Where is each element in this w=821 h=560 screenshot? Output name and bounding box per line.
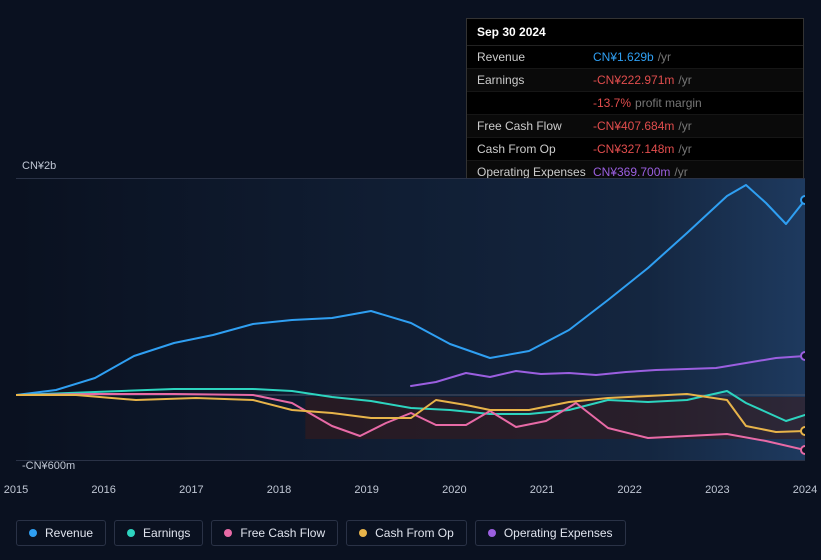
legend-label: Operating Expenses [504,526,613,540]
tooltip-row: Free Cash Flow-CN¥407.684m/yr [467,115,803,138]
tooltip-row-value: -CN¥407.684m [593,119,674,133]
tooltip-row-unit: /yr [674,165,687,179]
legend-label: Cash From Op [375,526,454,540]
tooltip-row: Earnings-CN¥222.971m/yr [467,69,803,92]
legend-dot-icon [224,529,232,537]
tooltip-row-label: Earnings [477,73,593,87]
tooltip-row-unit: /yr [678,119,691,133]
legend-item[interactable]: Revenue [16,520,106,546]
tooltip-row-label [477,96,593,110]
tooltip-row-unit: /yr [678,142,691,156]
tooltip-row-value: -CN¥327.148m [593,142,674,156]
tooltip-row-unit: profit margin [635,96,702,110]
tooltip-row-value: CN¥369.700m [593,165,670,179]
x-axis-label: 2022 [617,484,641,496]
legend-item[interactable]: Cash From Op [346,520,467,546]
x-axis-label: 2015 [4,484,28,496]
y-label-bottom: -CN¥600m [22,460,75,472]
y-label-top: CN¥2b [22,160,56,172]
legend-item[interactable]: Free Cash Flow [211,520,338,546]
tooltip-row-value: CN¥1.629b [593,50,654,64]
x-axis-label: 2017 [179,484,203,496]
legend-dot-icon [488,529,496,537]
legend: Revenue Earnings Free Cash Flow Cash From O… [16,520,626,546]
tooltip-card: Sep 30 2024 RevenueCN¥1.629b/yrEarnings-… [466,18,804,185]
tooltip-row-label: Revenue [477,50,593,64]
x-axis-label: 2024 [793,484,817,496]
chart-plot-area[interactable] [16,178,805,461]
tooltip-date: Sep 30 2024 [467,19,803,46]
tooltip-row-value: -13.7% [593,96,631,110]
legend-label: Earnings [143,526,190,540]
legend-dot-icon [359,529,367,537]
legend-dot-icon [29,529,37,537]
tooltip-row: RevenueCN¥1.629b/yr [467,46,803,69]
legend-dot-icon [127,529,135,537]
tooltip-row: Cash From Op-CN¥327.148m/yr [467,138,803,161]
tooltip-row-value: -CN¥222.971m [593,73,674,87]
tooltip-row: -13.7% profit margin [467,92,803,115]
tooltip-row-unit: /yr [658,50,671,64]
x-axis-label: 2016 [91,484,115,496]
x-axis-label: 2020 [442,484,466,496]
x-axis-label: 2018 [267,484,291,496]
legend-item[interactable]: Earnings [114,520,203,546]
tooltip-row-label: Operating Expenses [477,165,593,179]
x-axis-label: 2019 [354,484,378,496]
legend-label: Free Cash Flow [240,526,325,540]
x-axis: 2015201620172018201920202021202220232024 [16,484,805,500]
legend-item[interactable]: Operating Expenses [475,520,626,546]
x-axis-label: 2021 [530,484,554,496]
tooltip-row-unit: /yr [678,73,691,87]
tooltip-row-label: Cash From Op [477,142,593,156]
legend-label: Revenue [45,526,93,540]
tooltip-row-label: Free Cash Flow [477,119,593,133]
x-axis-label: 2023 [705,484,729,496]
